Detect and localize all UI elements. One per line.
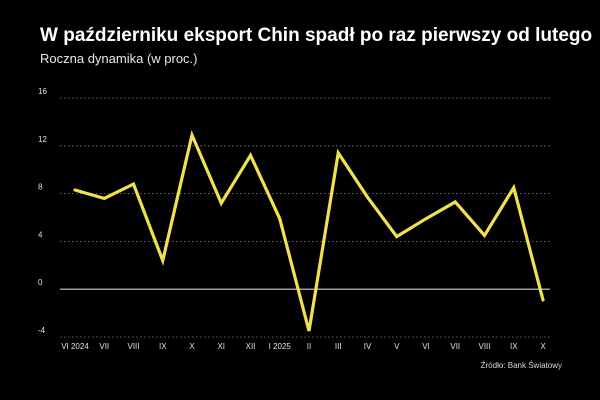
x-tick-label-10: IV (364, 342, 372, 351)
y-tick-label-2: 8 (38, 183, 43, 192)
source-note: Źródło: Bank Światowy (480, 361, 562, 370)
x-tick-label-14: VIII (478, 342, 490, 351)
chart-subtitle: Roczna dynamika (w proc.) (40, 51, 198, 66)
x-tick-label-2: VIII (127, 342, 139, 351)
x-tick-label-11: V (394, 342, 400, 351)
x-tick-label-13: VII (450, 342, 460, 351)
chart-title: W październiku eksport Chin spadł po raz… (40, 25, 593, 46)
y-tick-label-5: -4 (38, 326, 46, 335)
y-tick-label-3: 4 (38, 230, 43, 239)
x-tick-label-1: VII (99, 342, 109, 351)
x-tick-label-15: IX (510, 342, 518, 351)
x-tick-label-16: X (540, 342, 546, 351)
x-tick-label-9: III (335, 342, 342, 351)
x-tick-label-4: X (189, 342, 195, 351)
x-tick-label-0: VI 2024 (61, 342, 89, 351)
data-points (74, 135, 544, 332)
x-tick-label-7: I 2025 (269, 342, 292, 351)
x-tick-label-8: II (307, 342, 311, 351)
y-tick-label-1: 12 (38, 135, 47, 144)
grid-lines (60, 97, 550, 338)
series-layer (73, 129, 545, 332)
y-tick-label-0: 16 (38, 87, 47, 96)
x-tick-label-12: VI (422, 342, 430, 351)
series-line (73, 129, 545, 332)
x-tick-label-5: XI (217, 342, 225, 351)
y-tick-label-4: 0 (38, 278, 43, 287)
x-tick-label-3: IX (159, 342, 167, 351)
x-tick-label-6: XII (246, 342, 256, 351)
